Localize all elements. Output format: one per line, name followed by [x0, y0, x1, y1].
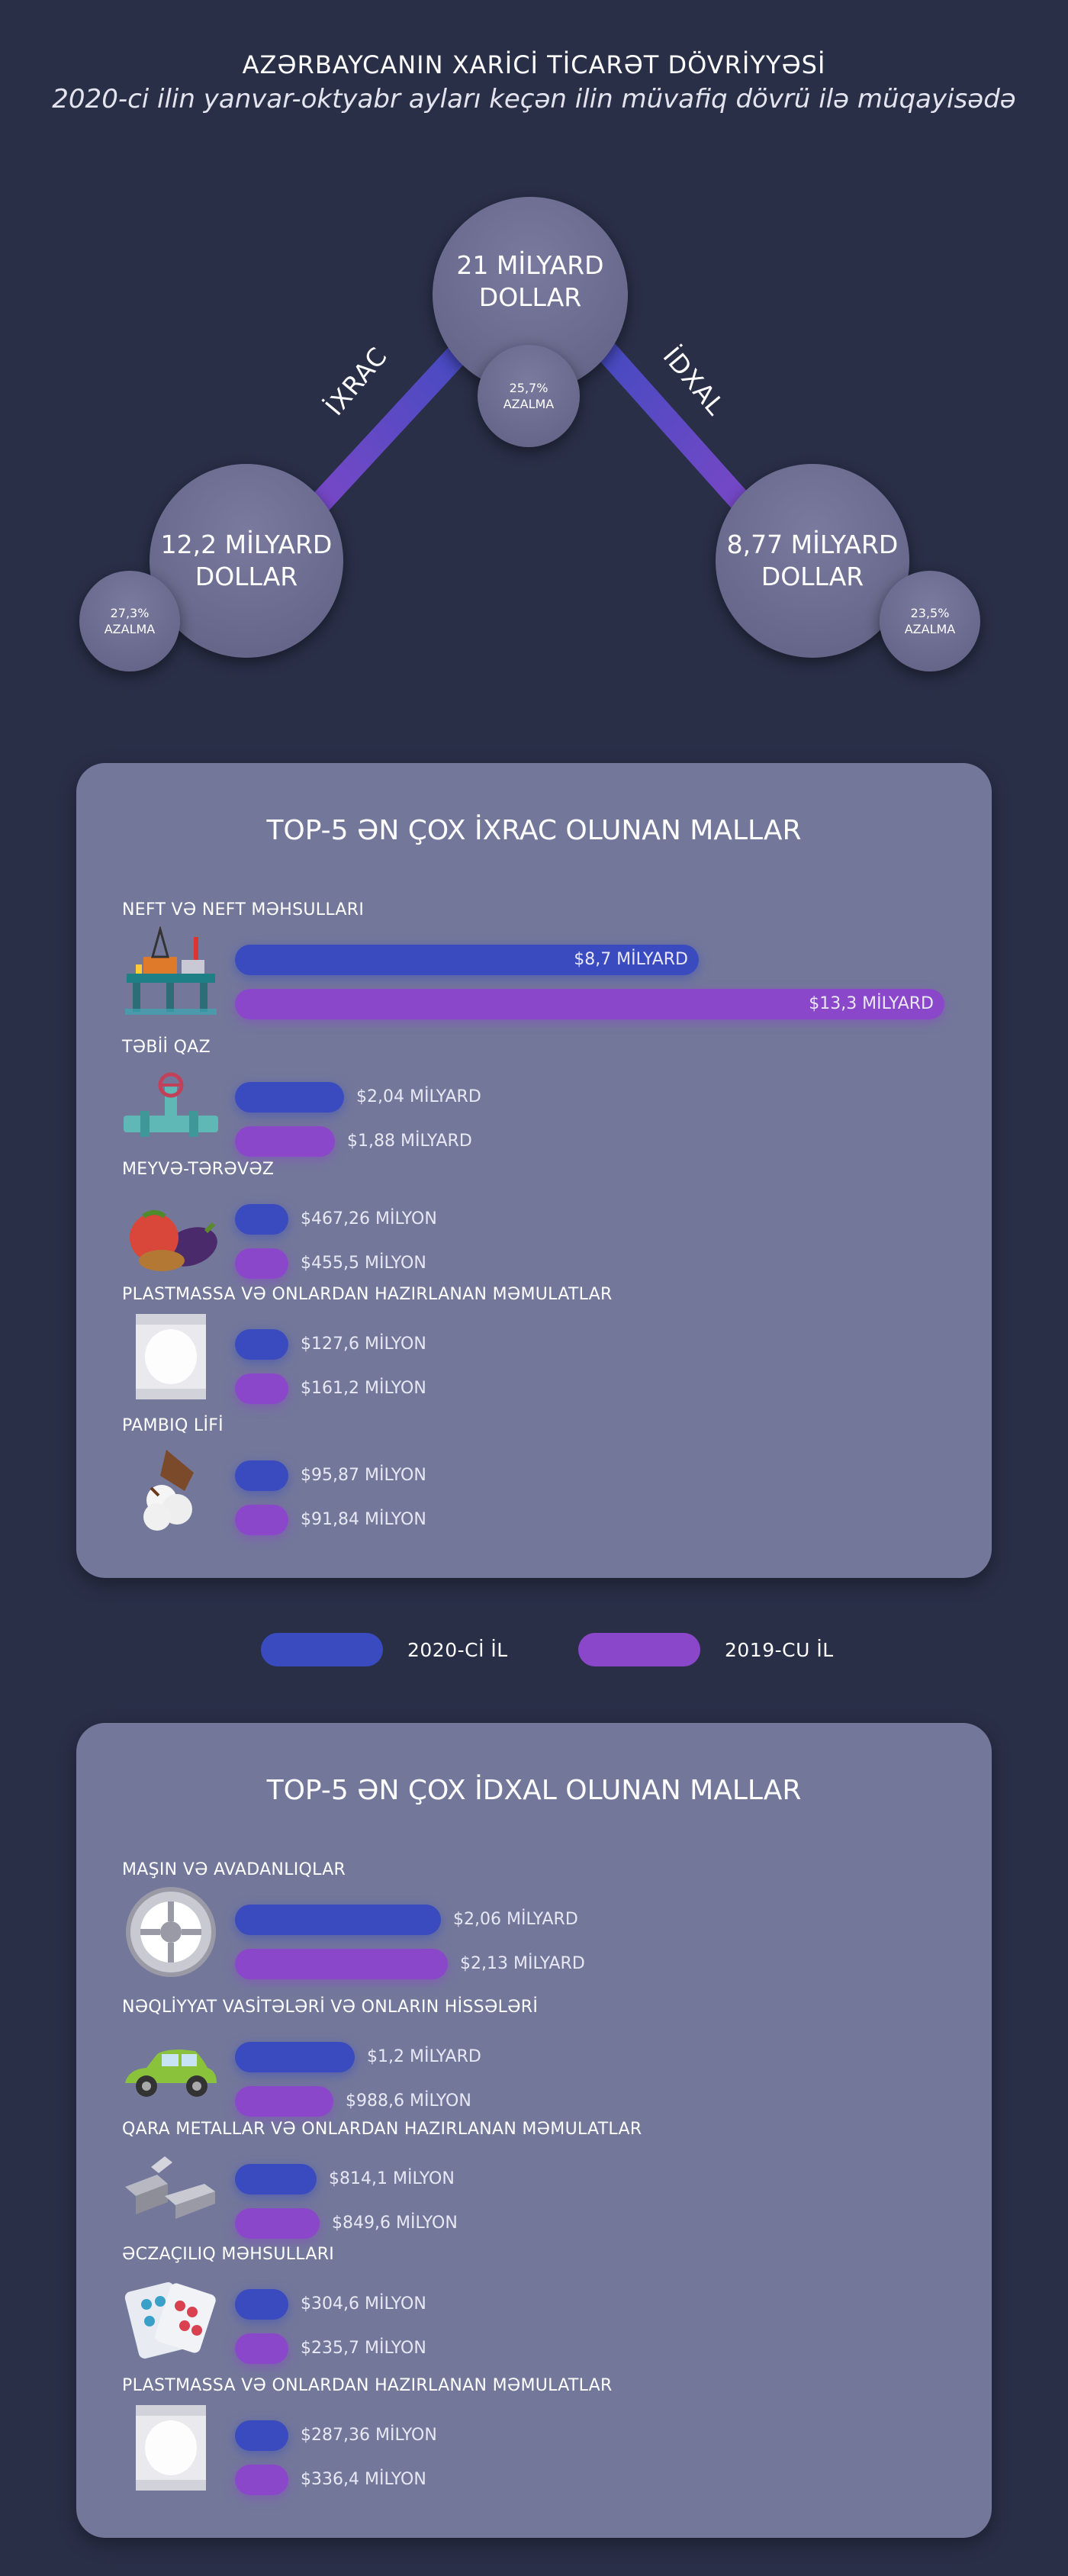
bar-value-label: $1,2 MİLYARD — [367, 2047, 481, 2066]
top-imports-title: TOP-5 ƏN ÇOX İDXAL OLUNAN MALLAR — [266, 1775, 802, 1806]
bar-value-label: $235,7 MİLYON — [301, 2339, 426, 2358]
cotton-icon — [121, 1442, 221, 1534]
bar-2019 — [235, 2333, 288, 2364]
import-unit: DOLLAR — [761, 562, 864, 591]
gear-icon — [121, 1886, 221, 1978]
bar-value-label: $8,7 MİLYARD — [574, 950, 688, 969]
oil-platform-icon — [121, 925, 221, 1018]
gas-pipe-icon — [121, 1064, 221, 1155]
legend-swatch-2019 — [578, 1633, 700, 1666]
total-change-value: 25,7% — [509, 381, 548, 395]
bar-2020 — [235, 2420, 288, 2451]
bar-value-label: $91,84 MİLYON — [301, 1510, 426, 1529]
bar-value-label: $336,4 MİLYON — [301, 2470, 426, 2489]
bar-2020 — [235, 945, 699, 975]
category-label: TƏBİİ QAZ — [122, 1038, 211, 1057]
header-title: AZƏRBAYCANIN XARİCİ TİCARƏT DÖVRİYYƏSİ — [242, 50, 826, 79]
bar-2020 — [235, 1905, 441, 1935]
top-exports-title: TOP-5 ƏN ÇOX İXRAC OLUNAN MALLAR — [266, 815, 802, 846]
export-change-label: AZALMA — [104, 622, 156, 636]
import-value: 8,77 MİLYARD — [726, 530, 899, 559]
bar-value-label: $13,3 MİLYARD — [809, 994, 934, 1013]
category-label: PLASTMASSA VƏ ONLARDAN HAZIRLANAN MƏMULA… — [122, 1285, 613, 1304]
bar-value-label: $2,04 MİLYARD — [356, 1087, 481, 1106]
bar-2019 — [235, 2465, 288, 2495]
legend-swatch-2020 — [261, 1633, 383, 1666]
bar-value-label: $95,87 MİLYON — [301, 1466, 426, 1485]
bar-2020 — [235, 2042, 355, 2072]
bar-value-label: $127,6 MİLYON — [301, 1335, 426, 1354]
top-imports-panel: TOP-5 ƏN ÇOX İDXAL OLUNAN MALLAR MAŞIN V… — [76, 1723, 992, 2538]
bar-2020 — [235, 1329, 288, 1360]
bar-value-label: $849,6 MİLYON — [332, 2214, 458, 2233]
bar-2019 — [235, 2208, 320, 2239]
bar-2019 — [235, 989, 944, 1019]
trade-turnover-diagram: İXRAC İDXAL 21 MİLYARD DOLLAR 12,2 MİLYA… — [0, 183, 1068, 687]
category-label: PLASTMASSA VƏ ONLARDAN HAZIRLANAN MƏMULA… — [122, 2376, 613, 2395]
metal-bars-icon — [121, 2146, 221, 2237]
bar-2020 — [235, 1204, 288, 1235]
bar-value-label: $2,13 MİLYARD — [460, 1954, 585, 1973]
bar-value-label: $287,36 MİLYON — [301, 2426, 437, 2445]
vegetables-icon — [121, 1186, 221, 1277]
plastic-bag-icon — [121, 1311, 221, 1402]
category-label: QARA METALLAR VƏ ONLARDAN HAZIRLANAN MƏM… — [122, 2120, 642, 2139]
car-icon — [121, 2024, 221, 2115]
category-label: ƏCZAÇILIQ MƏHSULLARI — [122, 2245, 335, 2264]
bar-value-label: $161,2 MİLYON — [301, 1379, 426, 1398]
category-label: PAMBIQ LİFİ — [122, 1416, 224, 1435]
total-unit: DOLLAR — [478, 282, 582, 312]
total-change-label: AZALMA — [503, 397, 555, 411]
legend-label-2019: 2019-CU İL — [725, 1639, 834, 1661]
bar-value-label: $988,6 MİLYON — [346, 2091, 471, 2111]
bar-2019 — [235, 1126, 335, 1157]
category-label: NEFT VƏ NEFT MƏHSULLARI — [122, 900, 365, 919]
bar-value-label: $2,06 MİLYARD — [453, 1910, 578, 1929]
export-circle: 12,2 MİLYARD DOLLAR — [150, 464, 343, 658]
import-circle: 8,77 MİLYARD DOLLAR — [716, 464, 909, 658]
category-label: MAŞIN VƏ AVADANLIQLAR — [122, 1860, 346, 1879]
bar-2019 — [235, 1505, 288, 1535]
export-change-value: 27,3% — [110, 606, 150, 620]
bar-value-label: $814,1 MİLYON — [329, 2169, 455, 2188]
export-value: 12,2 MİLYARD — [160, 530, 333, 559]
header-subtitle: 2020-ci ilin yanvar-oktyabr ayları keçən… — [52, 84, 1016, 114]
legend: 2020-Cİ İL 2019-CU İL — [0, 1633, 1068, 1668]
export-change-badge: 27,3% AZALMA — [79, 571, 180, 671]
top-exports-panel: TOP-5 ƏN ÇOX İXRAC OLUNAN MALLAR NEFT VƏ… — [76, 763, 992, 1578]
total-value: 21 MİLYARD — [456, 250, 604, 280]
import-change-label: AZALMA — [904, 622, 956, 636]
bar-2019 — [235, 2086, 333, 2117]
export-unit: DOLLAR — [195, 562, 298, 591]
bar-value-label: $304,6 MİLYON — [301, 2294, 426, 2314]
legend-label-2020: 2020-Cİ İL — [407, 1639, 508, 1661]
bar-value-label: $467,26 MİLYON — [301, 1209, 437, 1228]
import-change-value: 23,5% — [910, 606, 950, 620]
bar-2019 — [235, 1373, 288, 1404]
bar-2019 — [235, 1248, 288, 1279]
total-change-badge: 25,7% AZALMA — [478, 345, 580, 447]
top-imports-rows: MAŞIN VƏ AVADANLIQLAR $2,06 MİLYARD $2,13 … — [76, 1723, 992, 2538]
bar-2020 — [235, 2164, 317, 2194]
bar-2020 — [235, 1082, 344, 1113]
category-label: NƏQLİYYAT VASİTƏLƏRİ VƏ ONLARIN HİSSƏLƏR… — [122, 1998, 539, 2017]
bar-2019 — [235, 1949, 448, 1979]
bar-2020 — [235, 2289, 288, 2320]
bar-value-label: $1,88 MİLYARD — [347, 1132, 472, 1151]
bar-value-label: $455,5 MİLYON — [301, 1254, 426, 1273]
import-change-badge: 23,5% AZALMA — [880, 571, 980, 671]
category-label: MEYVƏ-TƏRƏVƏZ — [122, 1160, 275, 1179]
pills-icon — [121, 2271, 221, 2362]
top-exports-rows: NEFT VƏ NEFT MƏHSULLARI $8,7 MİLYARD $13,3… — [76, 763, 992, 1578]
bar-2020 — [235, 1460, 288, 1491]
plastic-bag-icon — [121, 2402, 221, 2494]
